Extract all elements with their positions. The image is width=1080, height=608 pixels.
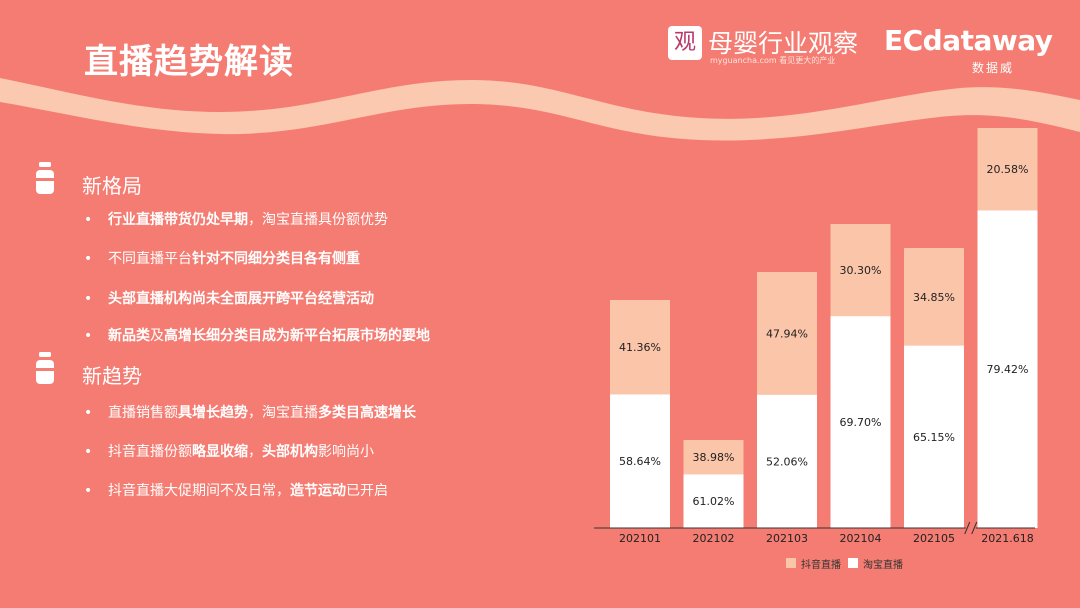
bullet-text-run: 及 bbox=[150, 328, 164, 344]
legend-label-taobao: 淘宝直播 bbox=[863, 560, 903, 571]
bullet-text-run: 已开启 bbox=[346, 483, 388, 499]
bullet-marker: • bbox=[84, 405, 93, 421]
bullet-text-run: ，淘宝直播具份额优势 bbox=[248, 212, 388, 228]
data-label-taobao: 61.02% bbox=[693, 495, 735, 508]
bullet-text-run: 新品类 bbox=[108, 328, 150, 344]
data-label-taobao: 52.06% bbox=[766, 455, 808, 468]
bar-taobao bbox=[977, 210, 1038, 528]
data-label-taobao: 58.64% bbox=[619, 455, 661, 468]
axis-break-gap bbox=[965, 522, 976, 534]
bullet-item: • 直播销售额具增长趋势，淘宝直播多类目高速增长 bbox=[84, 402, 416, 422]
data-label-taobao: 65.15% bbox=[913, 431, 955, 444]
bullet-text-run: 多类目高速增长 bbox=[318, 405, 416, 421]
data-label-douyin: 30.30% bbox=[840, 264, 882, 277]
section-heading-new-pattern: 新格局 bbox=[82, 174, 142, 198]
x-tick-label: 202103 bbox=[766, 532, 808, 545]
x-tick-label: 202104 bbox=[840, 532, 882, 545]
legend-label-douyin: 抖音直播 bbox=[801, 560, 841, 571]
bullet-text-run: 针对不同细分类目各有侧重 bbox=[192, 251, 360, 267]
data-label-douyin: 34.85% bbox=[913, 291, 955, 304]
bullet-item: • 抖音直播大促期间不及日常，造节运动已开启 bbox=[84, 480, 388, 500]
ecdataway-logo-cn: 数据威 bbox=[972, 61, 1015, 75]
data-label-douyin: 20.58% bbox=[987, 163, 1029, 176]
data-label-douyin: 38.98% bbox=[693, 451, 735, 464]
bullet-marker: • bbox=[84, 444, 93, 460]
bullet-text-run: 不同直播平台 bbox=[108, 251, 192, 267]
bullet-text-run: 影响尚小 bbox=[318, 444, 374, 460]
bar-douyin bbox=[757, 272, 817, 395]
bullet-text-run: ，淘宝直播 bbox=[248, 405, 318, 421]
bullet-item: • 抖音直播份额略显收缩，头部机构影响尚小 bbox=[84, 441, 374, 461]
bullet-marker: • bbox=[84, 251, 93, 267]
bar-taobao bbox=[757, 394, 817, 528]
bar-taobao bbox=[830, 316, 891, 528]
bullet-text-run: 抖音直播大促期间不及日常， bbox=[108, 483, 290, 499]
bullet-item: • 头部直播机构尚未全面展开跨平台经营活动 bbox=[84, 288, 374, 308]
axis-break-mark bbox=[971, 521, 978, 535]
bullet-text-run: 行业直播带货仍处早期 bbox=[108, 212, 248, 228]
bar-douyin bbox=[610, 300, 670, 395]
bar-taobao bbox=[904, 345, 964, 528]
legend-swatch-douyin bbox=[786, 558, 796, 568]
axis-break-mark bbox=[964, 521, 971, 535]
bullet-marker: • bbox=[84, 483, 93, 499]
bullet-item: • 行业直播带货仍处早期，淘宝直播具份额优势 bbox=[84, 209, 388, 229]
x-tick-label: 202105 bbox=[913, 532, 955, 545]
section-heading-new-trend: 新趋势 bbox=[82, 364, 142, 388]
bullet-text-run: ， bbox=[248, 444, 262, 460]
bullet-text-run: 直播销售额 bbox=[108, 405, 178, 421]
guancha-logo-name: 母婴行业观察 bbox=[708, 29, 859, 58]
guancha-logo: 观 母婴行业观察 myguancha.com 看见更大的产业 bbox=[668, 24, 868, 68]
bullet-text-run: 造节运动 bbox=[290, 483, 346, 499]
bullet-marker: • bbox=[84, 212, 93, 228]
bullet-text-run: 略显收缩 bbox=[192, 444, 248, 460]
legend-swatch-taobao bbox=[848, 558, 858, 568]
bar-douyin bbox=[683, 440, 744, 475]
bullet-marker: • bbox=[84, 291, 93, 307]
ecdataway-logo-name: ECdataway bbox=[884, 24, 1053, 57]
bar-douyin bbox=[904, 248, 964, 346]
bullet-text-run: 具增长趋势 bbox=[178, 405, 248, 421]
page-title: 直播趋势解读 bbox=[84, 42, 294, 82]
bullet-item: • 不同直播平台针对不同细分类目各有侧重 bbox=[84, 248, 360, 268]
data-label-douyin: 47.94% bbox=[766, 327, 808, 340]
guancha-badge-icon: 观 bbox=[668, 26, 702, 60]
bottle-icon bbox=[36, 162, 54, 194]
x-tick-label: 202101 bbox=[619, 532, 661, 545]
bullet-text-run: 头部直播机构尚未全面展开跨平台经营活动 bbox=[108, 291, 374, 307]
bar-douyin bbox=[977, 128, 1038, 211]
ecdataway-logo: ECdataway 数据威 bbox=[884, 24, 1054, 75]
data-label-taobao: 69.70% bbox=[840, 416, 882, 429]
x-tick-label: 202102 bbox=[693, 532, 735, 545]
guancha-logo-tagline: myguancha.com 看见更大的产业 bbox=[710, 56, 836, 65]
bullet-text-run: 头部机构 bbox=[262, 444, 318, 460]
bullet-text-run: 高增长细分类目成为新平台拓展市场的要地 bbox=[164, 328, 430, 344]
bar-taobao bbox=[610, 394, 670, 528]
bullet-marker: • bbox=[84, 328, 93, 344]
x-tick-label: 2021.618 bbox=[981, 532, 1034, 545]
data-label-douyin: 41.36% bbox=[619, 341, 661, 354]
decorative-wave bbox=[0, 78, 1080, 141]
stacked-bar-chart: 41.36% 58.64% 202101 38.98% 61.02% 202102 47.9… bbox=[594, 128, 1038, 545]
bullet-item: • 新品类及高增长细分类目成为新平台拓展市场的要地 bbox=[84, 325, 430, 345]
bar-douyin bbox=[830, 224, 891, 317]
data-label-taobao: 79.42% bbox=[987, 363, 1029, 376]
bar-taobao bbox=[683, 474, 744, 528]
bottle-icon bbox=[36, 352, 54, 384]
bullet-text-run: 抖音直播份额 bbox=[108, 444, 192, 460]
